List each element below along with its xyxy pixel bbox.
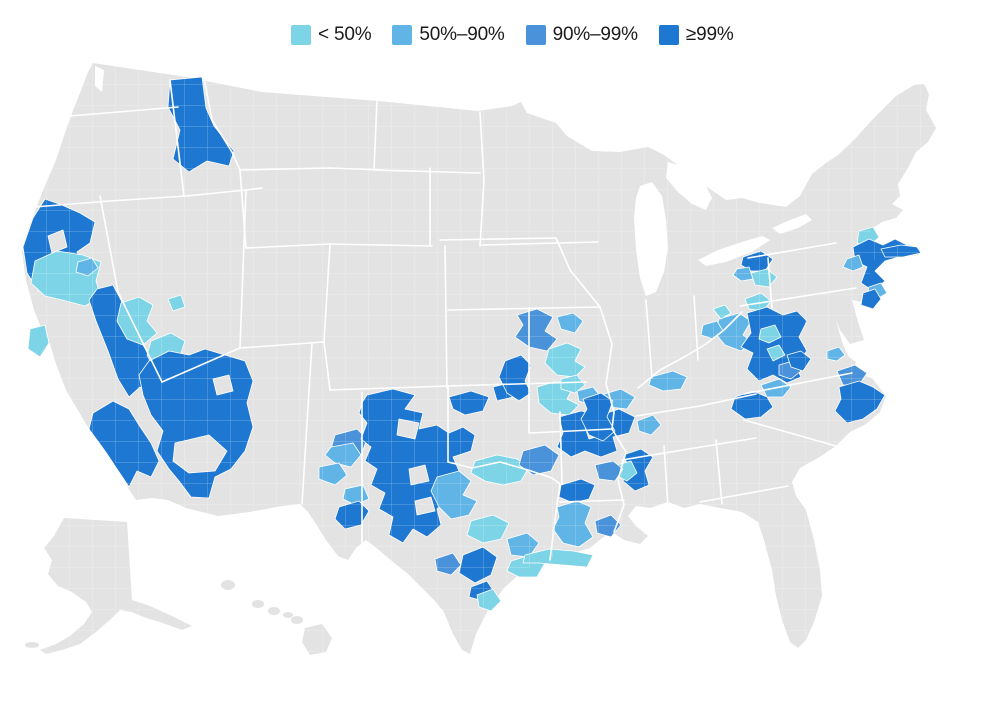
state-border bbox=[33, 195, 187, 208]
legend-swatch-ge99 bbox=[658, 25, 679, 45]
hawaii-molokai bbox=[283, 612, 293, 618]
state-border bbox=[99, 195, 163, 383]
state-border bbox=[373, 99, 378, 171]
state-border bbox=[481, 241, 599, 246]
legend-swatch-90-99 bbox=[525, 25, 546, 45]
state-border bbox=[239, 341, 325, 349]
state-border bbox=[559, 411, 563, 485]
state-border bbox=[637, 311, 743, 389]
state-border bbox=[645, 299, 653, 379]
legend-label-lt50: < 50% bbox=[318, 24, 372, 45]
hawaii-maui bbox=[291, 616, 303, 624]
state-border bbox=[447, 461, 561, 485]
state-border bbox=[444, 245, 448, 389]
legend-label-90-99: 90%–99% bbox=[552, 24, 638, 45]
legend-item-90-99: 90%–99% bbox=[525, 24, 638, 45]
state-border bbox=[529, 428, 613, 434]
state-border bbox=[739, 287, 857, 307]
state-border bbox=[747, 242, 837, 259]
state-border bbox=[479, 111, 485, 247]
alaska-island bbox=[221, 580, 235, 590]
legend-item-lt50: < 50% bbox=[291, 24, 372, 45]
legend-item-50-90: 50%–90% bbox=[392, 24, 505, 45]
state-border bbox=[245, 243, 331, 249]
legend: < 50% 50%–90% 90%–99% ≥99% bbox=[291, 25, 755, 45]
hawaii-oahu bbox=[268, 607, 280, 615]
legend-swatch-lt50 bbox=[291, 25, 311, 45]
state-border bbox=[555, 237, 601, 308]
state-border bbox=[239, 189, 247, 349]
state-border bbox=[447, 381, 587, 387]
state-border bbox=[743, 419, 837, 447]
state-border bbox=[559, 499, 625, 503]
aleutian-island bbox=[25, 642, 39, 648]
state-border bbox=[743, 372, 853, 395]
state-borders-layer bbox=[33, 77, 857, 561]
land-layer bbox=[22, 63, 936, 655]
state-border bbox=[699, 485, 789, 503]
state-border bbox=[621, 437, 757, 461]
legend-label-50-90: 50%–90% bbox=[419, 24, 505, 45]
state-border bbox=[203, 77, 241, 171]
state-border bbox=[611, 428, 627, 533]
state-border bbox=[767, 257, 773, 309]
state-border bbox=[635, 393, 757, 417]
lake-superior bbox=[552, 108, 658, 142]
state-border bbox=[329, 385, 449, 391]
state-border bbox=[663, 445, 669, 507]
state-border bbox=[169, 79, 185, 197]
state-border bbox=[323, 243, 331, 343]
state-border bbox=[715, 439, 723, 505]
state-border bbox=[69, 106, 179, 117]
state-border bbox=[323, 341, 331, 391]
legend-swatch-50-90 bbox=[392, 25, 413, 45]
hawaii-kauai bbox=[252, 600, 264, 608]
state-border bbox=[447, 306, 601, 311]
state-border bbox=[549, 483, 561, 561]
legend-label-ge99: ≥99% bbox=[685, 24, 734, 45]
legend-item-ge99: ≥99% bbox=[658, 24, 734, 45]
state-border bbox=[439, 237, 557, 241]
state-border bbox=[329, 243, 433, 247]
state-border bbox=[373, 169, 481, 174]
state-border bbox=[301, 342, 313, 505]
state-border bbox=[599, 306, 615, 430]
state-border bbox=[161, 347, 241, 383]
state-border bbox=[239, 167, 383, 171]
